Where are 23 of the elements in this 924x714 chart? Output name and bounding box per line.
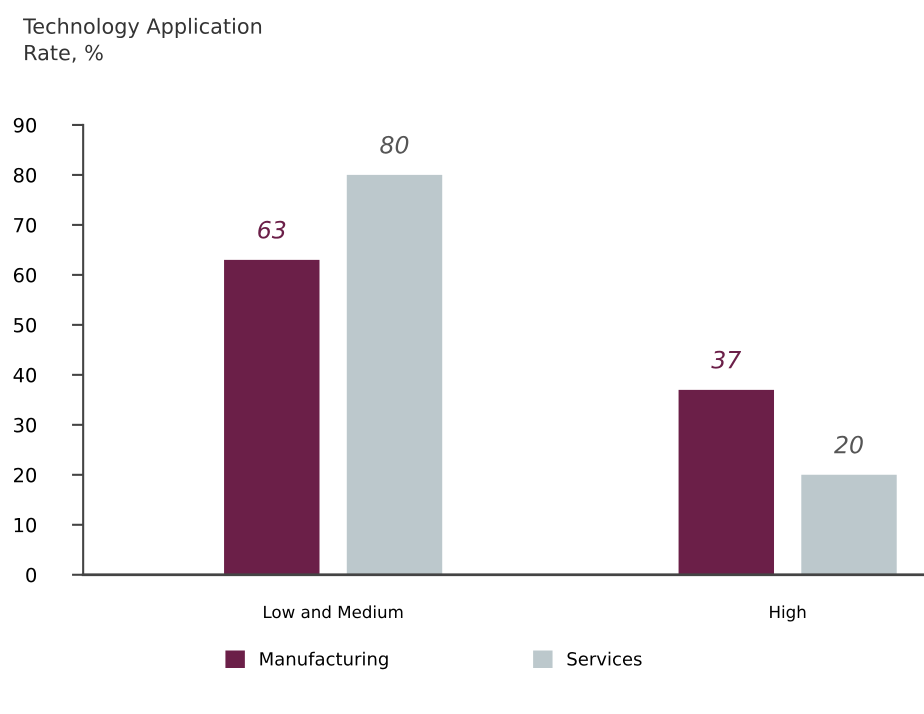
y-tick-label: 70 (14, 218, 36, 233)
y-tick-label: 90 (14, 118, 36, 133)
data-label: 80 (380, 136, 408, 154)
y-tick-label: 10 (14, 518, 36, 532)
legend-label: Services (567, 652, 642, 666)
y-tick-label: 20 (14, 468, 36, 482)
bar (678, 390, 774, 575)
chart-title: Technology Application Rate, % (23, 18, 262, 63)
data-label: 63 (258, 220, 286, 239)
bar (801, 474, 897, 575)
bar (346, 174, 442, 575)
y-tick-label: 30 (14, 418, 36, 432)
y-tick-label: 80 (14, 168, 36, 183)
y-tick-label: 40 (14, 368, 36, 383)
x-tick-label: High (770, 605, 806, 622)
data-label: 20 (834, 436, 863, 454)
x-tick-label: Low and Medium (264, 605, 402, 618)
data-label: 37 (711, 350, 742, 369)
y-tick-label: 0 (26, 568, 36, 582)
bar (224, 260, 320, 575)
y-tick-label: 50 (14, 318, 36, 333)
legend-label: Manufacturing (260, 652, 388, 670)
y-tick-label: 60 (14, 268, 36, 283)
